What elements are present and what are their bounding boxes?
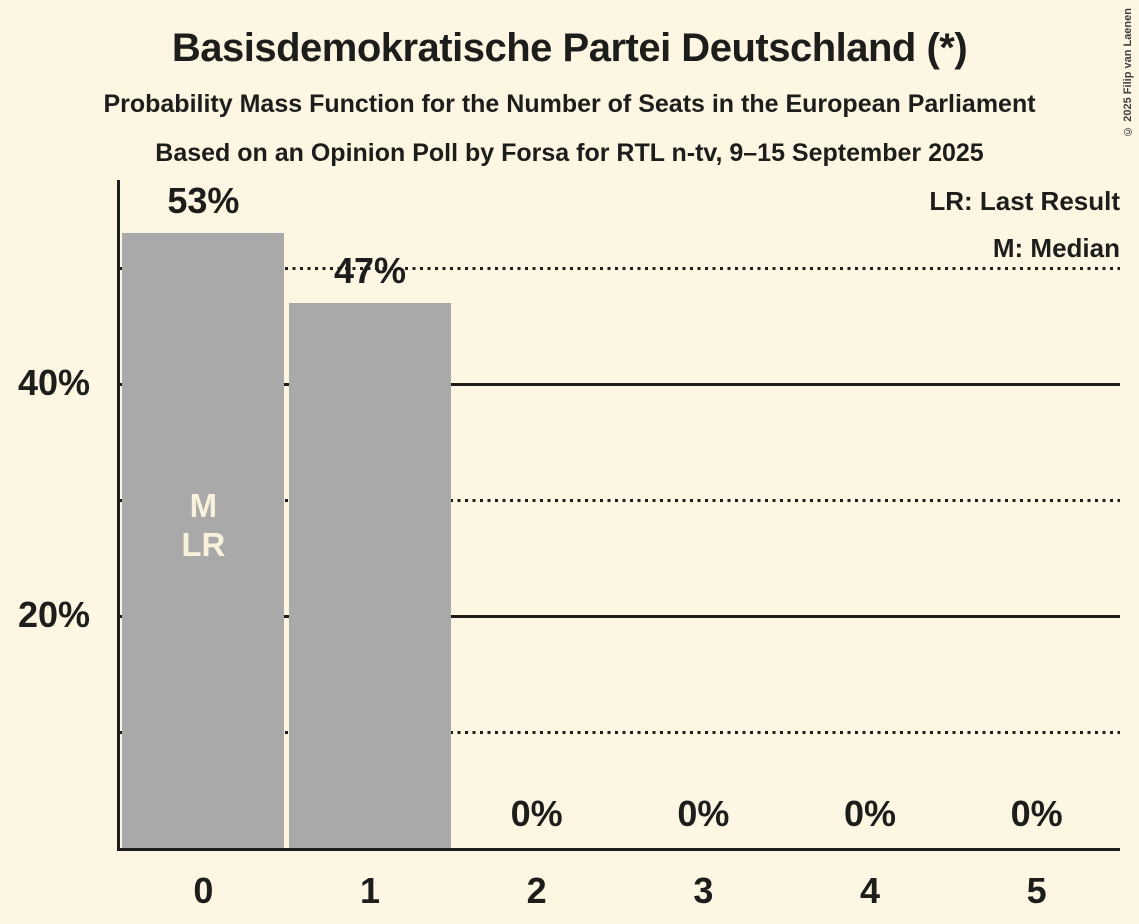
x-tick-label-3: 3	[693, 870, 714, 911]
y-tick-label-40pct: 40%	[17, 362, 90, 403]
value-label-seats-2: 0%	[510, 793, 563, 834]
legend-last-result: LR: Last Result	[929, 186, 1120, 216]
value-label-seats-4: 0%	[843, 793, 897, 834]
value-label-seats-3: 0%	[677, 793, 730, 834]
y-axis-line	[117, 180, 120, 851]
copyright-notice: © 2025 Filip van Laenen	[1122, 8, 1134, 137]
bar-annotation-line: M	[189, 487, 218, 524]
legend-median: M: Median	[992, 233, 1120, 263]
plot-area: 40% 20% 53% 0 47% 1 0% 2 0% 3 0% 4 0% 5 M LR	[18, 180, 1120, 909]
gridline-40pct-solid	[120, 382, 1120, 386]
gridline-10pct-dotted	[120, 730, 1120, 734]
x-tick-label-4: 4	[859, 870, 881, 911]
bar-seats-1	[289, 302, 451, 848]
bar-annotation-line: LR	[181, 526, 226, 563]
value-label-seats-0: 53%	[167, 180, 240, 222]
x-tick-label-1: 1	[359, 870, 381, 911]
x-tick-label-5: 5	[1026, 870, 1047, 911]
value-label-seats-1: 47%	[333, 249, 407, 291]
gridline-50pct-dotted	[120, 266, 1120, 270]
value-label-seats-5: 0%	[1010, 793, 1063, 834]
chart-subtitle: Probability Mass Function for the Number…	[103, 90, 1036, 118]
x-tick-label-0: 0	[193, 870, 214, 911]
gridline-20pct-solid	[120, 614, 1120, 618]
gridline-30pct-dotted	[120, 498, 1120, 502]
chart-title: Basisdemokratische Partei Deutschland (*…	[171, 26, 968, 70]
y-tick-label-20pct: 20%	[17, 594, 90, 635]
chart-source-line: Based on an Opinion Poll by Forsa for RT…	[155, 139, 984, 167]
x-axis-line	[117, 848, 1120, 851]
x-tick-label-2: 2	[526, 870, 547, 911]
bar-annotation-median-last-result: M LR	[118, 486, 288, 564]
bar-seats-0	[122, 233, 285, 848]
